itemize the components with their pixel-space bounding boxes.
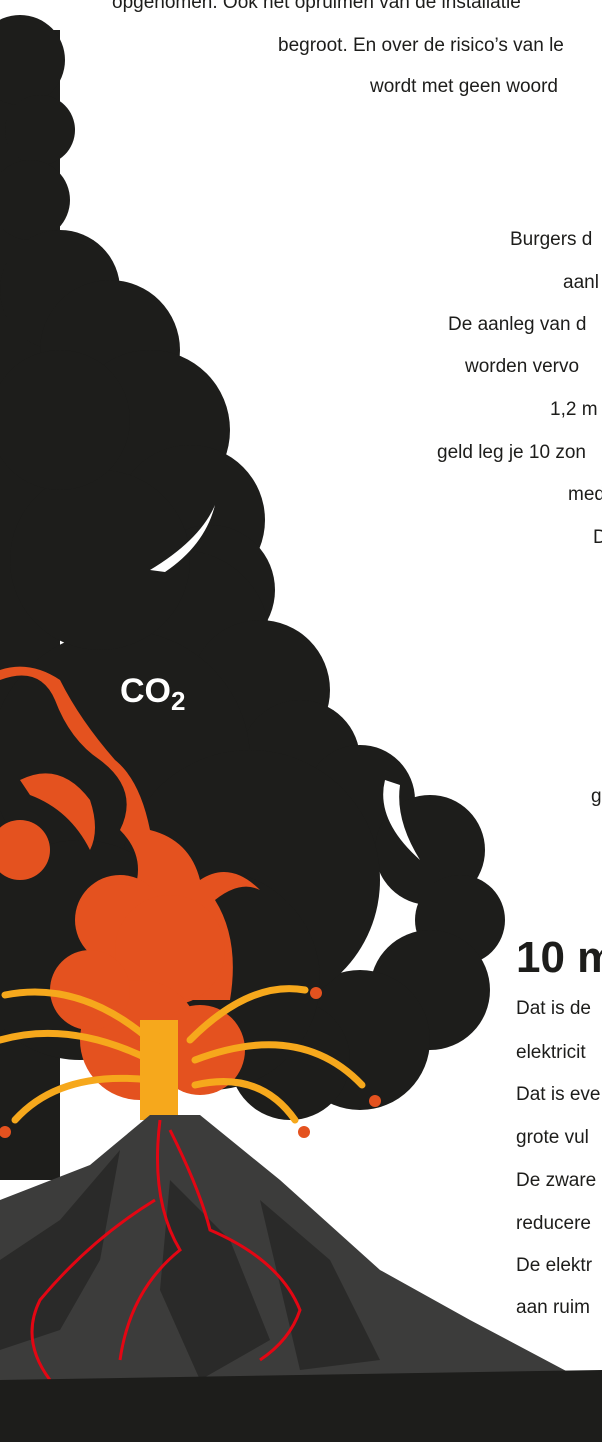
text-line: opgenomen. Ook het opruimen van de insta… (112, 0, 521, 13)
section: 10 m Dat is de elektricit Dat is eve gro… (516, 933, 602, 1318)
text-line: aan ruim (516, 1297, 590, 1318)
section-heading: 10 m (516, 933, 602, 982)
top-text: opgenomen. Ook het opruimen van de insta… (112, 0, 564, 97)
text-line: grote vul (516, 1127, 589, 1148)
text-line: begroot. En over de risico’s van le (278, 35, 564, 56)
middle-text: Burgers d aanl De aanleg van d worden ve… (437, 229, 602, 807)
text-line: aanl (563, 272, 599, 293)
text-line: 1,2 m (550, 399, 598, 420)
mountain (0, 1115, 602, 1442)
text-line: elektricit (516, 1042, 586, 1063)
text-line: worden vervo (464, 356, 579, 377)
text-line: med (568, 484, 602, 505)
text-line: D (593, 527, 602, 548)
label-sub: 2 (171, 686, 185, 716)
lava-jets (0, 985, 366, 1124)
text-line: Dat is de (516, 998, 591, 1019)
text-line: De elektr (516, 1255, 593, 1276)
text-line: Burgers d (510, 229, 592, 250)
text-line: wordt met geen woord (369, 76, 558, 97)
text-line: geld leg je 10 zon (437, 442, 586, 463)
label: CO2 (120, 672, 185, 716)
text-line: De zware (516, 1170, 596, 1191)
text-line: g (591, 786, 602, 807)
label-main: CO (120, 672, 171, 710)
text-line: De aanleg van d (448, 314, 586, 335)
text-line: Dat is eve (516, 1084, 600, 1105)
text-line: reducere (516, 1213, 591, 1234)
